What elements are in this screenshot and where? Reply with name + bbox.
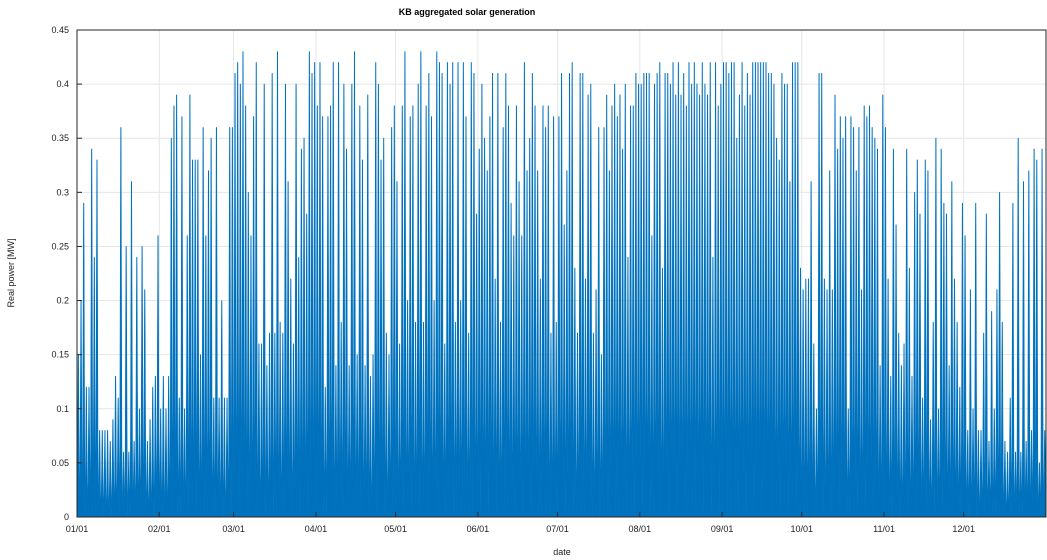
y-tick-label: 0.1 <box>56 404 69 414</box>
y-tick-label: 0 <box>64 512 69 522</box>
chart-title: KB aggregated solar generation <box>399 7 536 17</box>
x-tick-label: 08/01 <box>629 524 652 534</box>
x-tick-label: 10/01 <box>790 524 813 534</box>
y-tick-label: 0.3 <box>56 187 69 197</box>
y-tick-label: 0.35 <box>51 133 69 143</box>
y-tick-label: 0.4 <box>56 79 69 89</box>
x-tick-label: 03/01 <box>222 524 245 534</box>
y-tick-label: 0.05 <box>51 458 69 468</box>
y-tick-label: 0.45 <box>51 25 69 35</box>
x-tick-label: 04/01 <box>305 524 328 534</box>
x-axis-ticks: 01/01 02/01 03/01 04/01 05/01 06/01 07/01 08/01… <box>66 512 975 534</box>
x-tick-label: 11/01 <box>873 524 895 534</box>
x-tick-label: 05/01 <box>384 524 407 534</box>
plot-frame <box>76 29 1047 518</box>
x-tick-label: 09/01 <box>711 524 734 534</box>
y-tick-label: 0.15 <box>51 350 69 360</box>
y-tick-label: 0.25 <box>51 241 69 251</box>
x-tick-label: 07/01 <box>546 524 569 534</box>
x-tick-label: 02/01 <box>148 524 171 534</box>
x-tick-label: 12/01 <box>952 524 975 534</box>
y-axis-label: Real power [MW] <box>6 238 16 307</box>
x-tick-label: 01/01 <box>66 524 89 534</box>
series-area <box>76 51 1047 518</box>
x-tick-label: 06/01 <box>467 524 490 534</box>
y-tick-label: 0.2 <box>56 296 69 306</box>
x-axis-label: date <box>553 547 571 557</box>
